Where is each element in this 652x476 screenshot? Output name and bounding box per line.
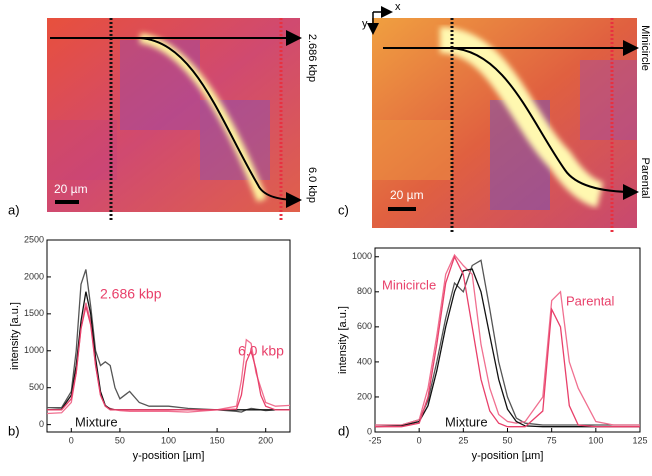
y-tick-label: 0 bbox=[39, 419, 44, 429]
panel-label: b) bbox=[8, 423, 20, 438]
y-tick-label: 0 bbox=[367, 426, 372, 436]
annotation: Mixture bbox=[75, 414, 118, 429]
series-line bbox=[47, 269, 290, 413]
annotation: 6.0 kbp bbox=[306, 167, 318, 203]
x-tick-label: 0 bbox=[417, 435, 422, 445]
annotation: Mixture bbox=[445, 414, 488, 429]
plot-frame bbox=[374, 247, 641, 433]
image-a: 20 µm 2.686 kbp 6.0 kbp a) bbox=[8, 18, 318, 222]
x-tick-label: 50 bbox=[115, 435, 125, 445]
annotation: 2.686 kbp bbox=[306, 34, 318, 82]
y-tick-label: 500 bbox=[29, 382, 44, 392]
axis-y: y bbox=[362, 18, 368, 30]
axis-x: x bbox=[395, 1, 401, 13]
y-tick-label: 1000 bbox=[24, 345, 44, 355]
x-tick-label: 150 bbox=[210, 435, 225, 445]
y-tick-label: 1000 bbox=[352, 251, 372, 261]
image-c: x y 20 µm Minicircle Parental c) bbox=[338, 1, 651, 232]
annotation: Minicircle bbox=[639, 25, 651, 71]
annotation: Minicircle bbox=[382, 277, 436, 292]
annotation: 6.0 kbp bbox=[238, 343, 284, 359]
y-axis-label: intensity [a.u.] bbox=[337, 306, 349, 374]
panel-label: a) bbox=[8, 202, 20, 217]
x-tick-label: 75 bbox=[547, 435, 557, 445]
panel-label: c) bbox=[338, 202, 349, 217]
annotation: 2.686 kbp bbox=[100, 286, 162, 302]
series-line bbox=[375, 255, 640, 428]
plot-frame bbox=[46, 239, 291, 433]
x-tick-label: 125 bbox=[632, 435, 647, 445]
scale-label: 20 µm bbox=[390, 188, 424, 202]
x-axis-label: y-position [µm] bbox=[133, 450, 205, 462]
x-tick-label: 50 bbox=[502, 435, 512, 445]
x-axis-label: y-position [µm] bbox=[472, 450, 544, 462]
y-axis-label: intensity [a.u.] bbox=[9, 302, 21, 370]
panel-label: d) bbox=[338, 423, 350, 438]
y-tick-label: 2000 bbox=[24, 271, 44, 281]
y-tick-label: 800 bbox=[357, 286, 372, 296]
scale-label: 20 µm bbox=[54, 182, 88, 196]
x-tick-label: 25 bbox=[458, 435, 468, 445]
series-line bbox=[47, 306, 290, 411]
y-tick-label: 600 bbox=[357, 321, 372, 331]
series-line bbox=[375, 259, 640, 426]
x-tick-label: 0 bbox=[69, 435, 74, 445]
y-tick-label: 400 bbox=[357, 356, 372, 366]
series-line bbox=[374, 268, 640, 428]
x-tick-label: 200 bbox=[258, 435, 273, 445]
x-tick-label: -25 bbox=[368, 435, 381, 445]
y-tick-label: 200 bbox=[357, 391, 372, 401]
y-tick-label: 2500 bbox=[24, 234, 44, 244]
annotation: Parental bbox=[639, 158, 651, 199]
annotation: Parental bbox=[566, 293, 615, 308]
series-line bbox=[375, 253, 640, 426]
x-tick-label: 100 bbox=[161, 435, 176, 445]
x-tick-label: 100 bbox=[588, 435, 603, 445]
y-tick-label: 1500 bbox=[24, 308, 44, 318]
